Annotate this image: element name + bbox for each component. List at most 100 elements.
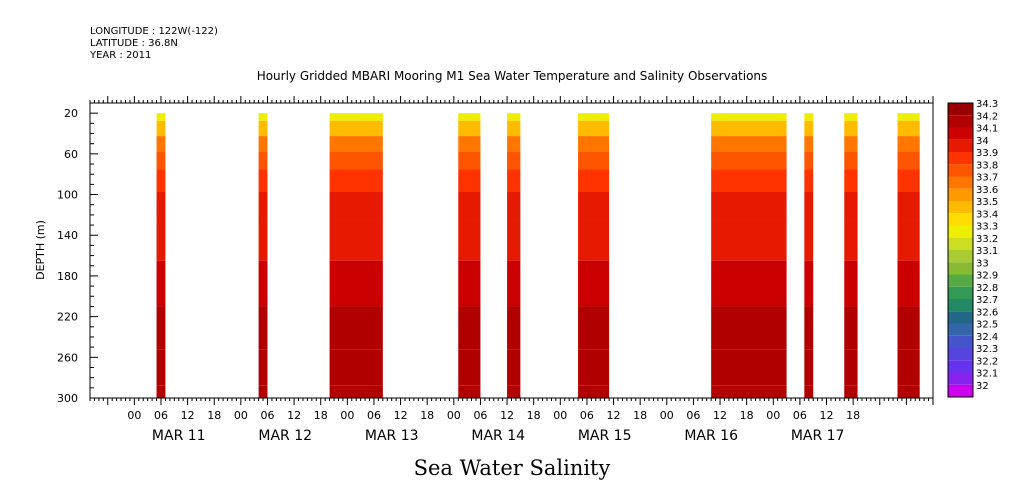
colorbar-label: 33.4 bbox=[976, 209, 998, 220]
data-cell bbox=[711, 192, 787, 220]
data-cell bbox=[711, 136, 787, 152]
data-cell bbox=[844, 306, 858, 350]
colorbar-label: 33.7 bbox=[976, 173, 998, 184]
data-cell bbox=[458, 349, 481, 386]
data-cell bbox=[507, 219, 521, 261]
data-cell bbox=[329, 136, 383, 152]
colorbar-swatch bbox=[948, 237, 973, 250]
x-tick-label: 18 bbox=[527, 409, 541, 422]
colorbar-swatch bbox=[948, 152, 973, 165]
chart-title: Hourly Gridded MBARI Mooring M1 Sea Wate… bbox=[257, 69, 768, 83]
data-cell bbox=[897, 260, 920, 307]
data-cell bbox=[804, 169, 814, 193]
y-tick-label: 180 bbox=[57, 270, 78, 283]
data-cell bbox=[458, 219, 481, 261]
longitude-label: LONGITUDE : 122W(-122) bbox=[90, 26, 218, 37]
x-day-label: MAR 11 bbox=[152, 428, 206, 444]
data-cell bbox=[578, 113, 610, 121]
data-cell bbox=[578, 385, 610, 398]
colorbar-swatch bbox=[948, 335, 973, 348]
colorbar-label: 34.1 bbox=[976, 124, 998, 135]
data-cell bbox=[844, 169, 858, 193]
data-cell bbox=[258, 306, 268, 350]
data-cell bbox=[711, 120, 787, 137]
colorbar-label: 32.9 bbox=[976, 271, 998, 282]
data-cell bbox=[458, 169, 481, 193]
data-cell bbox=[507, 306, 521, 350]
x-tick-label: 00 bbox=[234, 409, 248, 422]
data-cell bbox=[844, 349, 858, 386]
x-tick-label: 06 bbox=[686, 409, 700, 422]
data-cell bbox=[844, 151, 858, 170]
data-cell bbox=[458, 306, 481, 350]
x-tick-label: 18 bbox=[846, 409, 860, 422]
colorbar-swatch bbox=[948, 139, 973, 152]
y-tick-label: 60 bbox=[64, 148, 78, 161]
data-cell bbox=[711, 113, 787, 121]
colorbar-label: 32.2 bbox=[976, 356, 998, 367]
data-cell bbox=[458, 385, 481, 398]
data-segment bbox=[578, 113, 610, 398]
colorbar-swatch bbox=[948, 262, 973, 275]
data-segment bbox=[458, 113, 481, 398]
data-cell bbox=[507, 113, 521, 121]
data-cell bbox=[156, 151, 166, 170]
x-tick-label: 06 bbox=[473, 409, 487, 422]
data-cell bbox=[329, 260, 383, 307]
colorbar-swatch bbox=[948, 213, 973, 226]
data-cell bbox=[156, 136, 166, 152]
x-day-label: MAR 13 bbox=[365, 428, 419, 444]
data-cell bbox=[156, 169, 166, 193]
data-segment bbox=[156, 113, 166, 398]
data-cell bbox=[507, 151, 521, 170]
data-cell bbox=[458, 260, 481, 307]
x-day-label: MAR 17 bbox=[791, 428, 845, 444]
colorbar-swatch bbox=[948, 115, 973, 128]
x-tick-label: 00 bbox=[127, 409, 141, 422]
colorbar-swatch bbox=[948, 103, 973, 116]
data-cell bbox=[578, 169, 610, 193]
x-tick-label: 00 bbox=[660, 409, 674, 422]
data-cell bbox=[897, 219, 920, 261]
x-day-label: MAR 12 bbox=[258, 428, 312, 444]
data-cell bbox=[844, 192, 858, 220]
colorbar-label: 34 bbox=[976, 136, 989, 147]
colorbar-swatch bbox=[948, 188, 973, 201]
colorbar-swatch bbox=[948, 164, 973, 177]
plot-area bbox=[156, 113, 920, 398]
data-cell bbox=[897, 136, 920, 152]
colorbar-swatch bbox=[948, 250, 973, 263]
data-cell bbox=[804, 260, 814, 307]
data-cell bbox=[804, 113, 814, 121]
x-tick-label: 00 bbox=[340, 409, 354, 422]
data-cell bbox=[507, 192, 521, 220]
data-cell bbox=[156, 385, 166, 398]
variable-label: Sea Water Salinity bbox=[414, 456, 611, 480]
colorbar-label: 33.2 bbox=[976, 234, 998, 245]
x-tick-label: 12 bbox=[607, 409, 621, 422]
x-tick-label: 00 bbox=[766, 409, 780, 422]
colorbar-label: 34.2 bbox=[976, 111, 998, 122]
x-tick-label: 06 bbox=[260, 409, 274, 422]
data-cell bbox=[711, 385, 787, 398]
x-axis: 00 06 12 18 00 06 12 18 00 06 12 18 00 06 12 18 00 06 12 18… bbox=[89, 96, 934, 444]
data-cell bbox=[897, 306, 920, 350]
data-cell bbox=[711, 349, 787, 386]
data-cell bbox=[804, 120, 814, 137]
data-cell bbox=[804, 219, 814, 261]
data-cell bbox=[329, 169, 383, 193]
y-axis: 20 60 100 140 180 220 260 300 bbox=[57, 102, 98, 405]
x-tick-label: 12 bbox=[181, 409, 195, 422]
data-cell bbox=[844, 260, 858, 307]
data-cell bbox=[507, 136, 521, 152]
colorbar-label: 33.9 bbox=[976, 148, 998, 159]
colorbar-swatch bbox=[948, 360, 973, 373]
colorbar-label: 32 bbox=[976, 381, 989, 392]
x-tick-label: 18 bbox=[314, 409, 328, 422]
data-cell bbox=[156, 306, 166, 350]
data-cell bbox=[507, 169, 521, 193]
data-cell bbox=[458, 192, 481, 220]
colorbar-label: 33.6 bbox=[976, 185, 998, 196]
y-tick-label: 20 bbox=[64, 107, 78, 120]
